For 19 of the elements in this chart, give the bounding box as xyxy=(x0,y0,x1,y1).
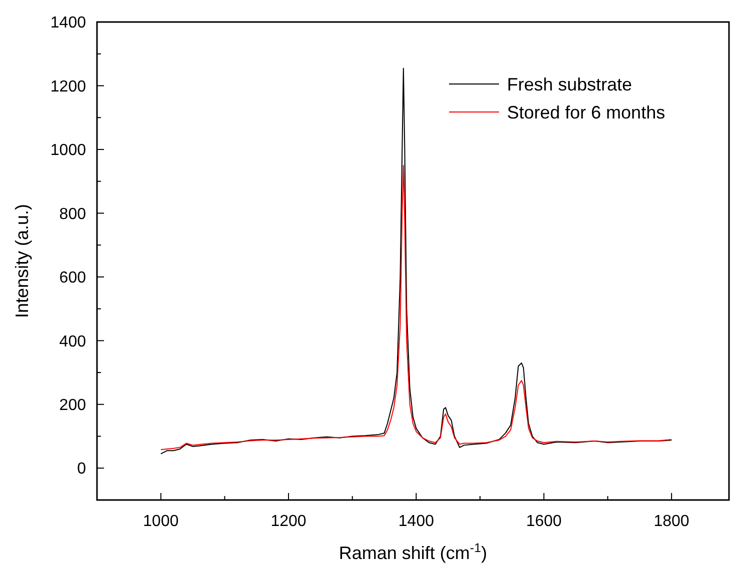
y-axis-title: Intensity (a.u.) xyxy=(12,204,32,318)
y-tick-label: 0 xyxy=(77,460,86,478)
x-tick-label: 1400 xyxy=(398,513,434,530)
x-tick-label: 1000 xyxy=(143,513,179,530)
line-series xyxy=(160,164,672,450)
x-tick-label: 1200 xyxy=(270,513,306,530)
y-tick-label: 1200 xyxy=(50,78,86,96)
y-tick-label: 600 xyxy=(59,270,86,287)
x-axis-title: Raman shift (cm$^{-1}$) xyxy=(338,541,488,563)
x-tick-label: 1800 xyxy=(654,513,690,530)
legend-label: Fresh substrate xyxy=(507,74,632,94)
legend-label: Stored for 6 months xyxy=(507,102,666,122)
line-series xyxy=(160,68,672,454)
y-tick-label: 400 xyxy=(59,333,86,350)
y-tick-label: 800 xyxy=(59,206,86,223)
y-tick-label: 200 xyxy=(59,397,86,414)
y-tick-label: 1000 xyxy=(50,142,86,160)
x-tick-label: 1600 xyxy=(526,513,562,530)
y-tick-label: 1400 xyxy=(50,14,86,32)
